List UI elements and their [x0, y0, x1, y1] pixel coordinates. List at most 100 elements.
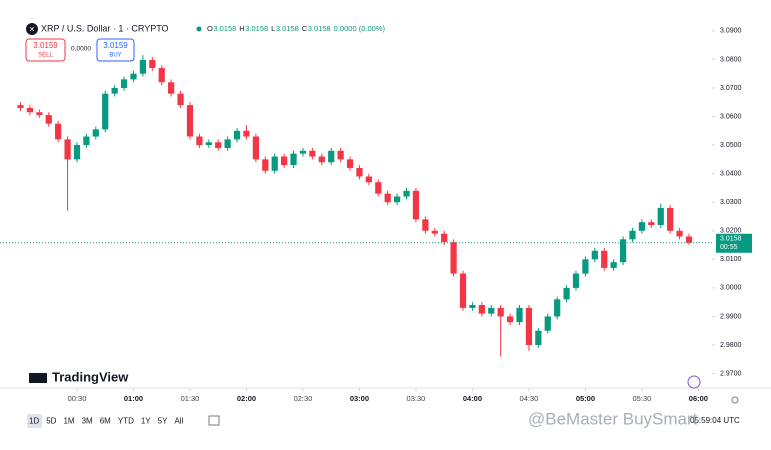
candle-body — [205, 142, 212, 146]
candle-body — [572, 273, 580, 288]
candle-body — [450, 242, 457, 274]
candle-body — [158, 67, 165, 83]
x-tick-label: 06:00 — [689, 394, 708, 403]
buy-button[interactable] — [96, 38, 135, 62]
x-tick-label: 04:30 — [520, 394, 539, 403]
ohlc-value: 3.0158 — [308, 24, 331, 33]
period-button[interactable]: 5D — [46, 417, 56, 426]
candle-body — [365, 176, 372, 183]
candle-body — [685, 236, 693, 243]
candle-body — [130, 73, 137, 80]
candle-body — [544, 316, 551, 331]
candle-body — [271, 156, 278, 171]
candle-body — [394, 196, 401, 203]
candle-body — [318, 156, 325, 163]
candle-body — [516, 307, 523, 323]
candle-body — [233, 130, 241, 140]
y-tick-label: 2.9800 — [720, 342, 742, 349]
ohlc-key: L — [271, 24, 275, 33]
ohlc-key: O — [207, 24, 213, 33]
period-button[interactable]: All — [174, 417, 183, 426]
period-button[interactable]: YTD — [118, 417, 134, 426]
candle-body — [375, 182, 382, 194]
sell-label[interactable]: SELL — [38, 53, 53, 59]
sell-price[interactable]: 3.0159 — [33, 41, 58, 50]
countdown: 00:55 — [720, 244, 738, 251]
candle-body — [309, 150, 316, 157]
candle-body — [403, 190, 410, 197]
candle-body — [92, 129, 99, 137]
period-button[interactable]: 6M — [100, 417, 111, 426]
y-tick-label: 3.0300 — [720, 199, 742, 206]
candle-body — [638, 222, 646, 231]
status-dot — [196, 26, 202, 32]
candle-body — [629, 230, 636, 240]
candle-body — [281, 156, 288, 166]
candle-body — [412, 190, 420, 220]
candle-body — [356, 167, 363, 177]
candle-body — [139, 59, 147, 74]
candle-body — [535, 330, 542, 346]
sell-button[interactable] — [25, 38, 66, 62]
candle-body — [431, 230, 438, 234]
ohlc-value: 3.0158 — [276, 24, 299, 33]
y-tick-label: 3.0100 — [720, 256, 742, 263]
candle-body — [177, 93, 184, 106]
candle-body — [441, 233, 448, 243]
settings-icon[interactable] — [731, 396, 739, 404]
plot-area: 3.0900 3.0800 3.0700 3.0600 3.0500 3.0400 3.03… — [0, 28, 752, 403]
candle-body — [149, 59, 156, 68]
candle-body — [243, 130, 250, 137]
period-button[interactable]: 5Y — [158, 417, 168, 426]
last-price-badge — [716, 233, 752, 253]
candle-body — [459, 273, 467, 308]
x-tick-label: 05:00 — [576, 394, 595, 403]
x-tick-label: 03:00 — [350, 394, 369, 403]
last-price-label: 3.0158 — [720, 236, 742, 243]
candle-body — [667, 207, 674, 231]
y-tick-label: 2.9700 — [720, 370, 742, 377]
candle-body — [648, 222, 655, 226]
candle-body — [488, 307, 495, 314]
buy-label[interactable]: BUY — [109, 53, 121, 59]
candle-body — [299, 150, 307, 154]
period-button[interactable]: 1M — [63, 417, 74, 426]
ohlc-value: 3.0158 — [213, 24, 236, 33]
x-tick-label: 01:00 — [124, 394, 143, 403]
date-range-icon[interactable] — [208, 415, 220, 426]
candle-body — [262, 159, 269, 171]
bottom-toolbar: 1D 5D 1M 3M 6M YTD 1Y 5Y All — [27, 414, 184, 428]
buy-price[interactable]: 3.0159 — [103, 41, 128, 50]
candle-body — [196, 136, 203, 146]
candle-body — [497, 307, 504, 317]
candle-body — [601, 250, 608, 268]
symbol-icon-glyph: ✕ — [29, 26, 35, 33]
ohlc-key: C — [302, 24, 308, 33]
candle-body — [506, 316, 514, 323]
candle-body — [582, 259, 589, 274]
candle-body — [422, 219, 429, 231]
candle-body — [26, 107, 34, 113]
candle-body — [290, 153, 297, 166]
candle-body — [676, 230, 683, 237]
x-tick-label: 01:30 — [181, 394, 200, 403]
period-button[interactable]: 1Y — [141, 417, 151, 426]
lightning-icon[interactable] — [687, 375, 701, 389]
x-tick-label: 05:30 — [633, 394, 652, 403]
candle-body — [469, 305, 476, 308]
watermark: @BeMaster BuySmart — [528, 409, 698, 428]
candle-body — [73, 145, 81, 160]
x-tick-label: 02:30 — [294, 394, 313, 403]
period-selected[interactable] — [27, 414, 42, 428]
candle-body — [478, 305, 485, 314]
candle-body — [111, 87, 118, 94]
x-tick-label: 02:00 — [237, 394, 256, 403]
candle-body — [215, 142, 222, 148]
spread: 0.0000 — [71, 46, 91, 53]
candle-body — [346, 159, 354, 168]
period-button[interactable]: 3M — [82, 417, 93, 426]
candle-body — [168, 82, 175, 94]
period-button[interactable]: 1D — [29, 417, 39, 426]
y-tick-label: 3.0200 — [720, 228, 742, 235]
